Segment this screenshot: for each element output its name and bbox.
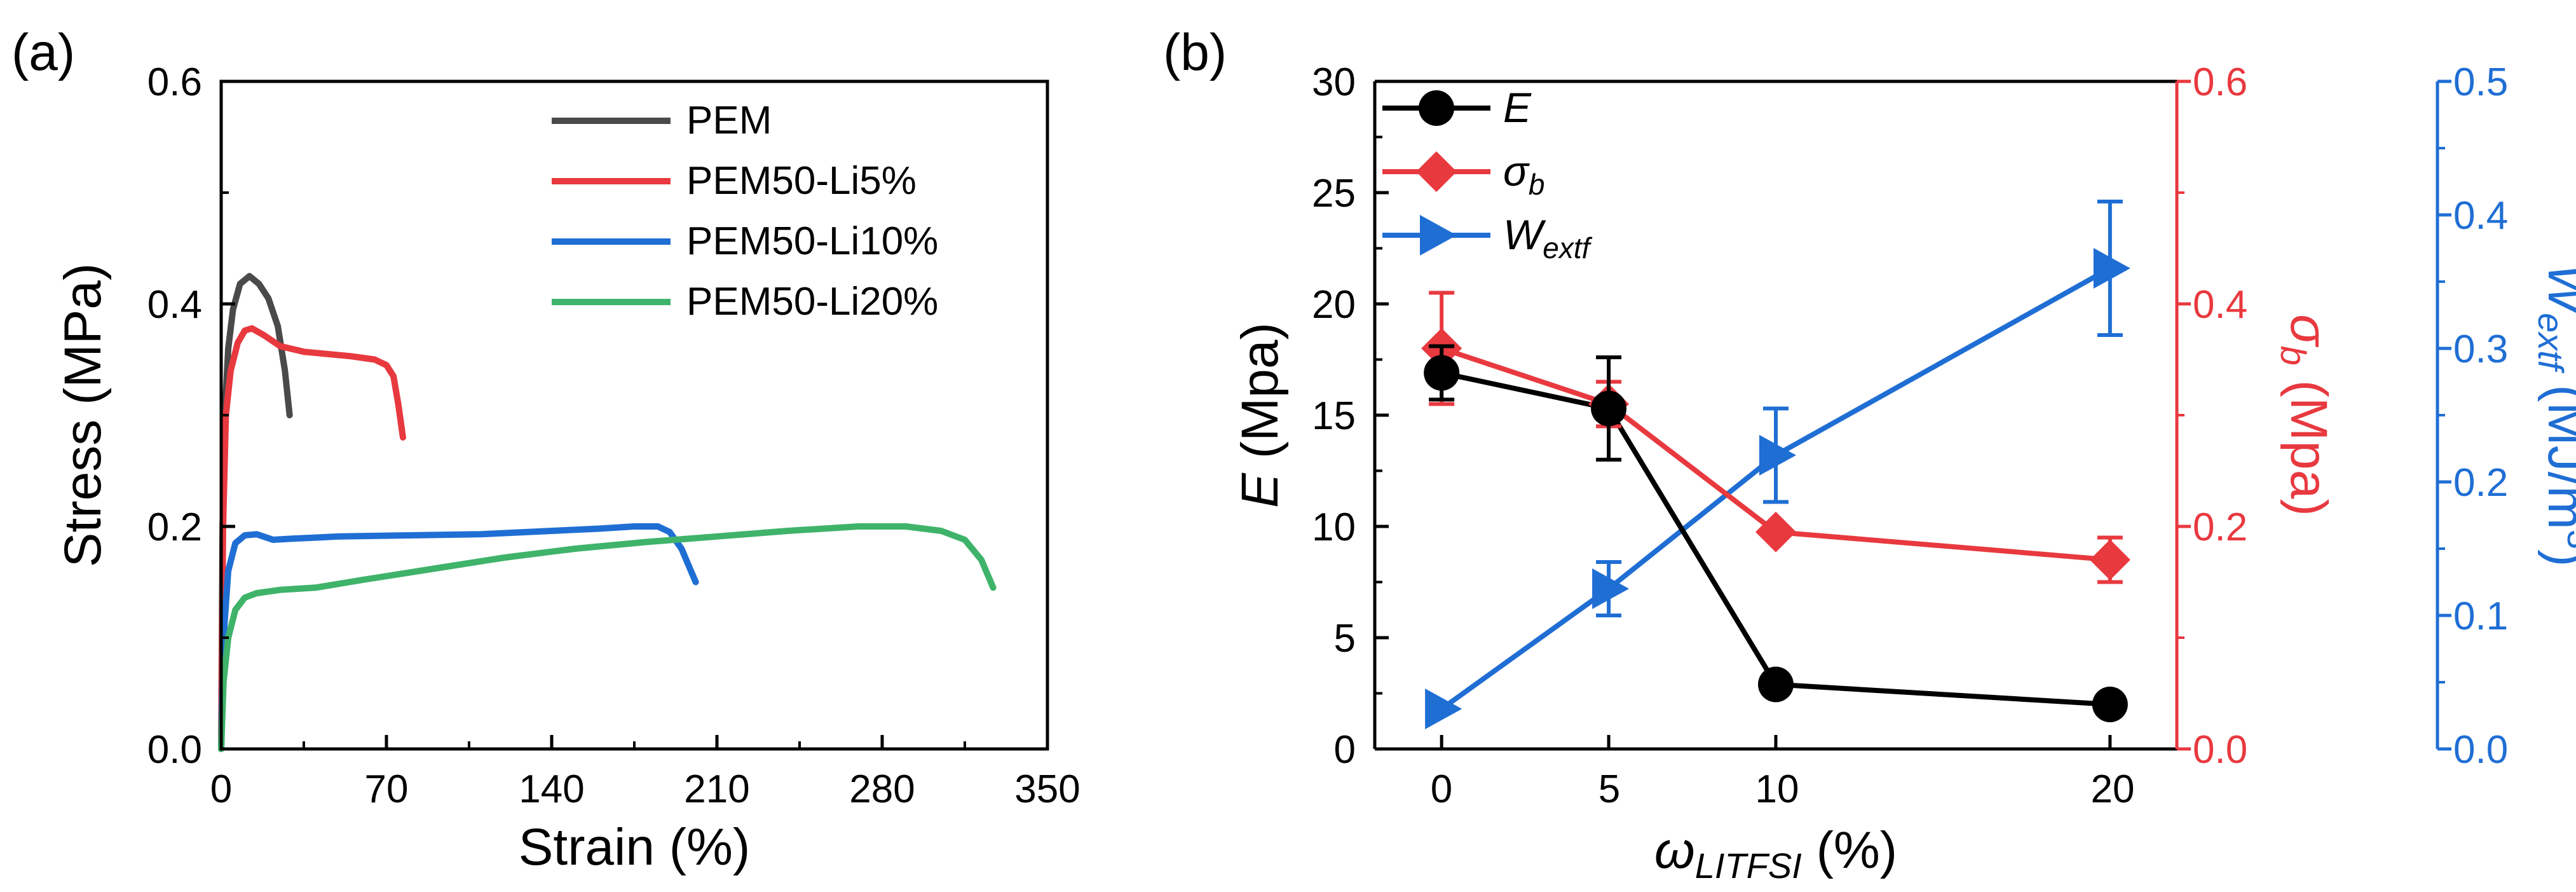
b-w-ylabel-unit: (MJ/m bbox=[2537, 370, 2576, 529]
a-xtick-label: 210 bbox=[684, 767, 749, 811]
a-ylabel: Stress (MPa) bbox=[54, 263, 112, 567]
a-xtick-label: 0 bbox=[210, 767, 232, 811]
b-sigma-ylabel-unit: (Mpa) bbox=[2280, 366, 2338, 516]
b-point-w bbox=[1759, 435, 1796, 476]
b-point-w bbox=[1592, 568, 1630, 609]
panel-b: (b) 0 5 10 20 0 5 10 15 20 25 30 0.0 0.2… bbox=[1163, 24, 2576, 886]
legend-marker-e bbox=[1419, 90, 1454, 126]
b-point-w bbox=[2093, 248, 2130, 289]
a-xlabel: Strain (%) bbox=[519, 818, 751, 876]
a-series-line-1 bbox=[218, 325, 406, 752]
b-w-ylabel-sub: extf bbox=[2531, 313, 2571, 374]
legend-label-li5: PEM50-Li5% bbox=[686, 159, 917, 203]
panel-a-ticks bbox=[219, 79, 1049, 751]
b-point-sigma bbox=[2089, 539, 2130, 580]
panel-b-plot bbox=[1421, 200, 2130, 729]
b-xtick-label: 10 bbox=[1755, 767, 1799, 811]
b-point-w bbox=[1425, 689, 1462, 729]
a-ytick-label: 0.6 bbox=[147, 60, 202, 104]
b-w-ytick-label: 0.5 bbox=[2453, 60, 2508, 104]
panel-a-plot bbox=[218, 273, 997, 752]
b-left-ytick-label: 0 bbox=[1334, 728, 1356, 772]
b-left-ylabel-symbol: E bbox=[1231, 472, 1289, 508]
b-xlabel-unit: (%) bbox=[1802, 821, 1897, 879]
b-w-ylabel-symbol: W bbox=[2537, 264, 2576, 317]
b-sigma-ylabel-symbol: σ bbox=[2280, 314, 2338, 348]
b-left-ytick-label: 15 bbox=[1312, 394, 1356, 438]
b-sigma-ylabel: σb (Mpa) bbox=[2273, 314, 2338, 516]
a-ytick-label: 0.4 bbox=[147, 283, 202, 327]
a-xtick-label: 70 bbox=[365, 767, 409, 811]
b-w-ylabel-close: ) bbox=[2537, 549, 2576, 566]
b-w-ylabel: Wextf (MJ/m3) bbox=[2531, 264, 2576, 567]
panel-a-label: (a) bbox=[11, 24, 75, 81]
b-xtick-label: 0 bbox=[1431, 767, 1452, 811]
b-point-sigma bbox=[1755, 511, 1796, 552]
legend-marker-sigma bbox=[1416, 151, 1457, 192]
b-sigma-ytick-label: 0.6 bbox=[2193, 60, 2247, 104]
a-series-line-2 bbox=[218, 523, 699, 752]
legend-label-w: Wextf bbox=[1503, 211, 1593, 264]
b-w-ytick-label: 0.1 bbox=[2453, 594, 2508, 638]
b-w-ylabel-sup: 3 bbox=[2560, 530, 2576, 549]
legend-label-li10: PEM50-Li10% bbox=[686, 219, 938, 263]
b-point-e bbox=[1591, 390, 1627, 427]
b-point-e bbox=[2092, 687, 2128, 722]
b-left-ytick-label: 10 bbox=[1312, 505, 1356, 549]
a-xtick-label: 140 bbox=[519, 767, 584, 811]
legend-label-w-symbol: W bbox=[1503, 211, 1546, 258]
b-w-ytick-label: 0.0 bbox=[2453, 728, 2508, 772]
a-xtick-label: 350 bbox=[1014, 767, 1080, 811]
a-ytick-label: 0.2 bbox=[147, 505, 202, 549]
b-point-e bbox=[1424, 355, 1460, 391]
panel-b-label: (b) bbox=[1163, 24, 1227, 81]
b-w-ytick-label: 0.4 bbox=[2453, 194, 2508, 238]
b-left-ytick-label: 5 bbox=[1334, 617, 1356, 661]
b-sigma-ytick-label: 0.0 bbox=[2193, 728, 2247, 772]
legend-label-w-sub: extf bbox=[1543, 231, 1592, 264]
panel-a-legend: PEM PEM50-Li5% PEM50-Li10% PEM50-Li20% bbox=[552, 99, 938, 324]
b-series-line-1 bbox=[1440, 346, 2111, 563]
b-left-ytick-label: 25 bbox=[1312, 172, 1356, 216]
b-xtick-label: 5 bbox=[1598, 767, 1620, 811]
panel-a: (a) 0 70 140 210 280 350 0.0 0.2 0.4 0.6… bbox=[11, 24, 1080, 876]
b-series-line-0 bbox=[1441, 370, 2111, 707]
b-xlabel-symbol: ω bbox=[1654, 821, 1695, 879]
b-sigma-ytick-label: 0.4 bbox=[2193, 283, 2247, 327]
b-w-ytick-label: 0.3 bbox=[2453, 327, 2508, 371]
panel-b-ticks bbox=[1375, 79, 2451, 751]
b-xlabel: ωLITFSI (%) bbox=[1654, 821, 1897, 886]
legend-label-li20: PEM50-Li20% bbox=[686, 280, 938, 324]
a-series-line-3 bbox=[218, 523, 997, 752]
legend-label-e-symbol: E bbox=[1503, 84, 1532, 131]
b-left-ytick-label: 30 bbox=[1312, 60, 1356, 104]
b-left-ylabel-unit: (Mpa) bbox=[1231, 322, 1289, 473]
panel-b-legend: E σb Wextf bbox=[1382, 84, 1593, 264]
b-xlabel-sub: LITFSI bbox=[1695, 846, 1802, 886]
b-left-ylabel: E (Mpa) bbox=[1231, 322, 1289, 508]
legend-label-e: E bbox=[1503, 84, 1532, 131]
legend-label-pem: PEM bbox=[686, 99, 772, 142]
legend-label-sigma-symbol: σ bbox=[1503, 148, 1530, 195]
legend-marker-w bbox=[1420, 215, 1457, 256]
b-xtick-label: 20 bbox=[2091, 767, 2135, 811]
b-sigma-ytick-label: 0.2 bbox=[2193, 505, 2247, 549]
b-left-ytick-label: 20 bbox=[1312, 283, 1356, 327]
legend-label-sigma-sub: b bbox=[1529, 168, 1545, 201]
b-w-ytick-label: 0.2 bbox=[2453, 461, 2508, 505]
a-xtick-label: 280 bbox=[849, 767, 915, 811]
b-series-line-2 bbox=[1440, 266, 2111, 711]
legend-label-sigma: σb bbox=[1503, 148, 1544, 201]
b-point-e bbox=[1758, 666, 1794, 703]
a-ytick-label: 0.0 bbox=[147, 728, 202, 772]
b-sigma-ylabel-sub: b bbox=[2273, 346, 2314, 366]
